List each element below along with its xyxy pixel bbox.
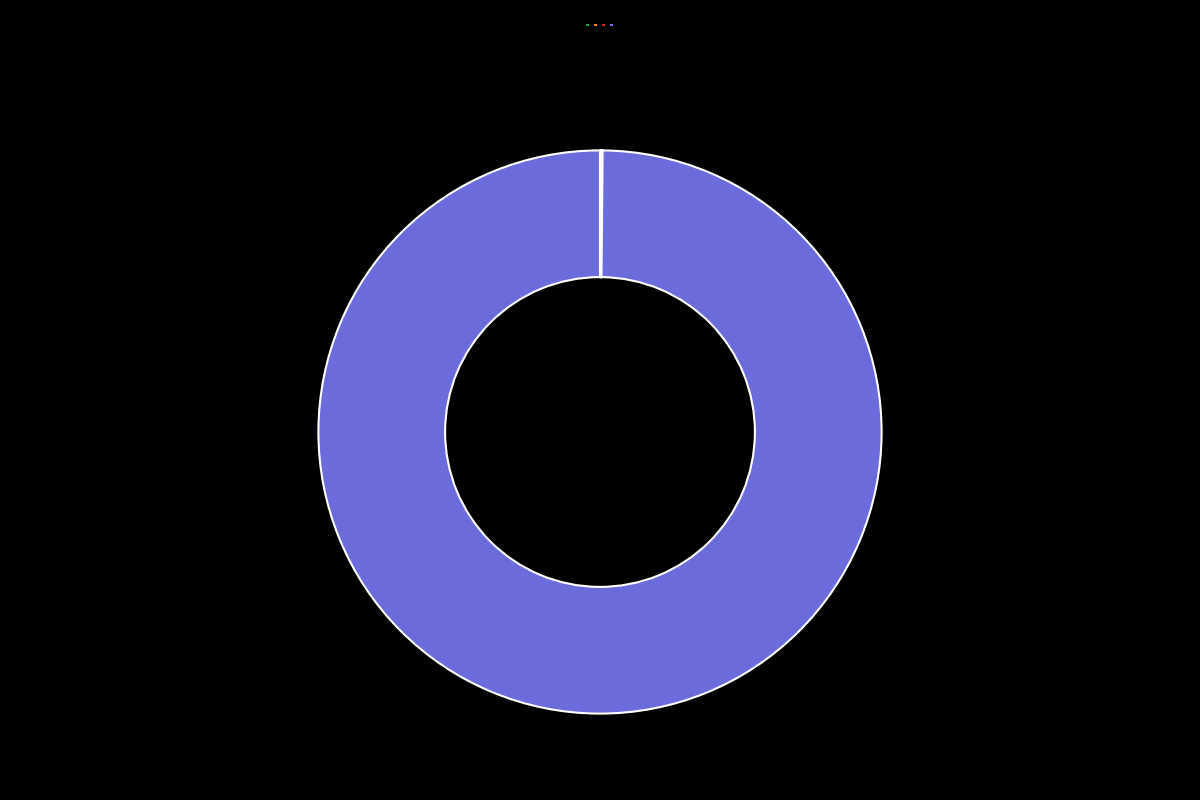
Legend: , , , : , , , [586,24,614,26]
Wedge shape [318,150,882,714]
Wedge shape [600,150,601,277]
Wedge shape [601,150,602,277]
